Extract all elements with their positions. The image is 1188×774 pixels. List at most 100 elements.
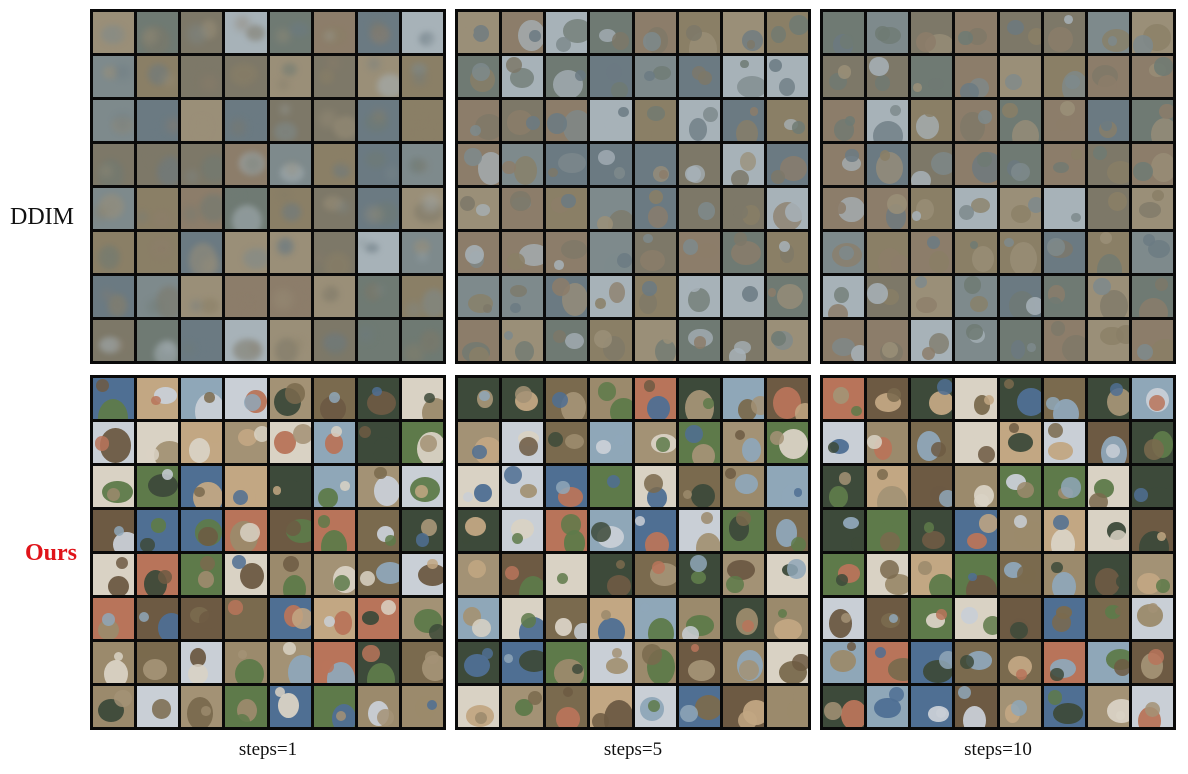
sample-thumbnail xyxy=(269,12,311,53)
sample-thumbnail xyxy=(458,100,500,141)
sample-thumbnail xyxy=(93,510,135,551)
sample-thumbnail xyxy=(867,188,909,229)
sample-thumbnail xyxy=(678,422,720,463)
sample-thumbnail xyxy=(401,56,443,97)
sample-thumbnail xyxy=(1087,422,1129,463)
sample-thumbnail xyxy=(137,188,179,229)
sample-thumbnail xyxy=(867,56,909,97)
sample-thumbnail xyxy=(823,466,865,507)
sample-thumbnail xyxy=(823,320,865,361)
sample-thumbnail xyxy=(137,144,179,185)
sample-thumbnail xyxy=(225,320,267,361)
sample-thumbnail xyxy=(225,378,267,419)
sample-thumbnail xyxy=(867,554,909,595)
sample-thumbnail xyxy=(634,276,676,317)
sample-thumbnail xyxy=(590,320,632,361)
sample-thumbnail xyxy=(458,466,500,507)
sample-thumbnail xyxy=(357,100,399,141)
sample-thumbnail xyxy=(678,554,720,595)
sample-thumbnail xyxy=(722,466,764,507)
sample-thumbnail xyxy=(999,56,1041,97)
sample-thumbnail xyxy=(999,188,1041,229)
sample-thumbnail xyxy=(269,276,311,317)
sample-thumbnail xyxy=(502,232,544,273)
sample-thumbnail xyxy=(181,378,223,419)
sample-thumbnail xyxy=(93,466,135,507)
sample-thumbnail xyxy=(269,642,311,683)
sample-thumbnail xyxy=(823,56,865,97)
sample-thumbnail xyxy=(590,232,632,273)
sample-thumbnail xyxy=(225,686,267,727)
sample-thumbnail xyxy=(357,232,399,273)
sample-thumbnail xyxy=(766,100,808,141)
sample-thumbnail xyxy=(722,188,764,229)
sample-thumbnail xyxy=(911,686,953,727)
sample-thumbnail xyxy=(823,422,865,463)
sample-thumbnail xyxy=(722,554,764,595)
sample-thumbnail xyxy=(225,144,267,185)
sample-thumbnail xyxy=(766,422,808,463)
sample-thumbnail xyxy=(1087,232,1129,273)
sample-thumbnail xyxy=(225,554,267,595)
sample-thumbnail xyxy=(911,466,953,507)
sample-thumbnail xyxy=(766,686,808,727)
sample-thumbnail xyxy=(93,188,135,229)
sample-thumbnail xyxy=(401,144,443,185)
sample-thumbnail xyxy=(137,554,179,595)
sample-thumbnail xyxy=(1131,422,1173,463)
sample-thumbnail xyxy=(93,422,135,463)
sample-thumbnail xyxy=(93,144,135,185)
sample-thumbnail xyxy=(1131,466,1173,507)
sample-thumbnail xyxy=(357,510,399,551)
sample-thumbnail xyxy=(911,510,953,551)
sample-thumbnail xyxy=(401,378,443,419)
sample-thumbnail xyxy=(458,276,500,317)
sample-thumbnail xyxy=(634,422,676,463)
sample-thumbnail xyxy=(502,686,544,727)
sample-thumbnail xyxy=(823,510,865,551)
sample-thumbnail xyxy=(823,100,865,141)
sample-thumbnail xyxy=(634,642,676,683)
sample-thumbnail xyxy=(1087,378,1129,419)
sample-thumbnail xyxy=(1131,100,1173,141)
sample-thumbnail xyxy=(502,320,544,361)
row-label-ddim: DDIM xyxy=(10,204,74,230)
sample-thumbnail xyxy=(137,598,179,639)
sample-thumbnail xyxy=(269,686,311,727)
sample-thumbnail xyxy=(546,12,588,53)
sample-thumbnail xyxy=(823,598,865,639)
sample-thumbnail xyxy=(313,276,355,317)
sample-thumbnail xyxy=(313,320,355,361)
sample-thumbnail xyxy=(313,510,355,551)
sample-thumbnail xyxy=(502,100,544,141)
sample-thumbnail xyxy=(181,510,223,551)
sample-thumbnail xyxy=(634,320,676,361)
sample-thumbnail xyxy=(867,12,909,53)
sample-thumbnail xyxy=(1131,598,1173,639)
sample-thumbnail xyxy=(955,466,997,507)
sample-thumbnail xyxy=(546,554,588,595)
sample-thumbnail xyxy=(502,642,544,683)
sample-thumbnail xyxy=(867,100,909,141)
sample-thumbnail xyxy=(313,554,355,595)
sample-thumbnail xyxy=(678,232,720,273)
sample-thumbnail xyxy=(137,422,179,463)
sample-thumbnail xyxy=(1043,598,1085,639)
sample-thumbnail xyxy=(590,642,632,683)
sample-thumbnail xyxy=(1087,56,1129,97)
sample-thumbnail xyxy=(1131,12,1173,53)
sample-thumbnail xyxy=(911,188,953,229)
sample-thumbnail xyxy=(1087,686,1129,727)
sample-thumbnail xyxy=(955,642,997,683)
sample-thumbnail xyxy=(357,378,399,419)
sample-thumbnail xyxy=(955,510,997,551)
sample-grid-ddim-steps10 xyxy=(820,9,1176,364)
sample-thumbnail xyxy=(999,100,1041,141)
sample-thumbnail xyxy=(546,466,588,507)
sample-thumbnail xyxy=(722,144,764,185)
sample-thumbnail xyxy=(181,188,223,229)
sample-thumbnail xyxy=(634,100,676,141)
sample-thumbnail xyxy=(722,232,764,273)
sample-thumbnail xyxy=(823,276,865,317)
sample-thumbnail xyxy=(722,510,764,551)
